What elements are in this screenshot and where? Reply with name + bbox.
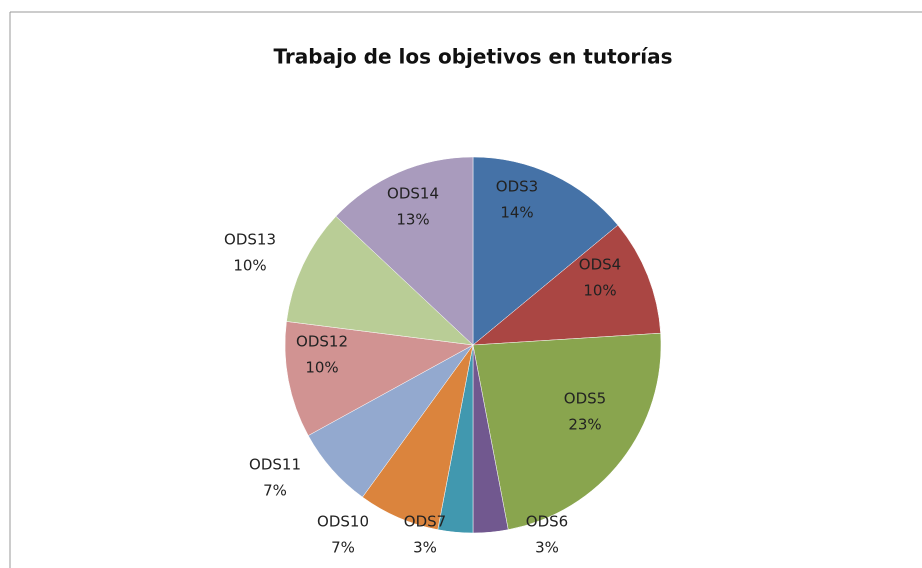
slice-label: ODS14 xyxy=(387,185,439,203)
slice-value-label: 14% xyxy=(500,204,533,222)
pie-slice xyxy=(284,321,474,436)
slice-label: ODS12 xyxy=(296,333,348,351)
slice-value-label: 3% xyxy=(413,539,437,557)
pie-slice xyxy=(472,332,662,530)
slice-label: ODS7 xyxy=(404,513,446,531)
chart-title: Trabajo de los objetivos en tutorías xyxy=(273,45,672,69)
slice-label: ODS5 xyxy=(564,390,606,408)
slice-label: ODS6 xyxy=(526,513,568,531)
pie-slice xyxy=(472,224,661,346)
slice-value-label: 10% xyxy=(305,359,338,377)
pie-slice xyxy=(335,156,474,346)
slice-value-label: 13% xyxy=(396,211,429,229)
slice-value-label: 7% xyxy=(263,482,287,500)
slice-value-label: 7% xyxy=(331,539,355,557)
slice-value-label: 3% xyxy=(535,539,559,557)
pie-slice xyxy=(472,156,619,346)
pie-slice xyxy=(286,215,474,346)
slice-label: ODS11 xyxy=(249,456,301,474)
slice-label: ODS10 xyxy=(317,513,369,531)
slice-label: ODS4 xyxy=(579,256,621,274)
slice-value-label: 23% xyxy=(568,416,601,434)
slice-value-label: 10% xyxy=(583,282,616,300)
slice-label: ODS13 xyxy=(224,231,276,249)
slice-value-label: 10% xyxy=(233,257,266,275)
slice-label: ODS3 xyxy=(496,178,538,196)
